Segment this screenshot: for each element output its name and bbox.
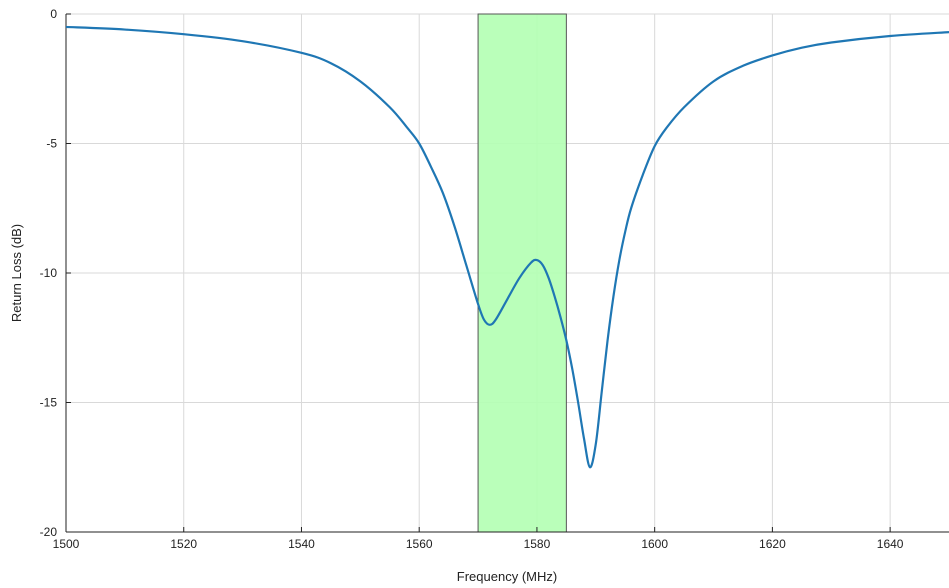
y-axis-label: Return Loss (dB) bbox=[9, 224, 24, 322]
x-tick-label: 1520 bbox=[170, 537, 197, 551]
y-tick-label: -20 bbox=[40, 525, 58, 539]
x-tick-label: 1560 bbox=[406, 537, 433, 551]
x-tick-label: 1500 bbox=[53, 537, 80, 551]
y-tick-label: -10 bbox=[40, 266, 58, 280]
y-tick-label: -5 bbox=[46, 137, 57, 151]
x-tick-label: 1640 bbox=[877, 537, 904, 551]
series-layer bbox=[65, 25, 949, 469]
tick-labels: 1500 1520 1540 1560 1580 1600 1620 1640 0 -5 -10 -1… bbox=[40, 7, 904, 551]
y-tick-label: -15 bbox=[40, 396, 58, 410]
x-tick-label: 1540 bbox=[288, 537, 315, 551]
series-line bbox=[65, 25, 949, 469]
axes bbox=[65, 13, 949, 533]
x-tick-label: 1580 bbox=[524, 537, 551, 551]
x-tick-label: 1620 bbox=[759, 537, 786, 551]
x-axis-label: Frequency (MHz) bbox=[457, 569, 557, 584]
y-tick-label: 0 bbox=[50, 7, 57, 21]
x-tick-label: 1600 bbox=[641, 537, 668, 551]
